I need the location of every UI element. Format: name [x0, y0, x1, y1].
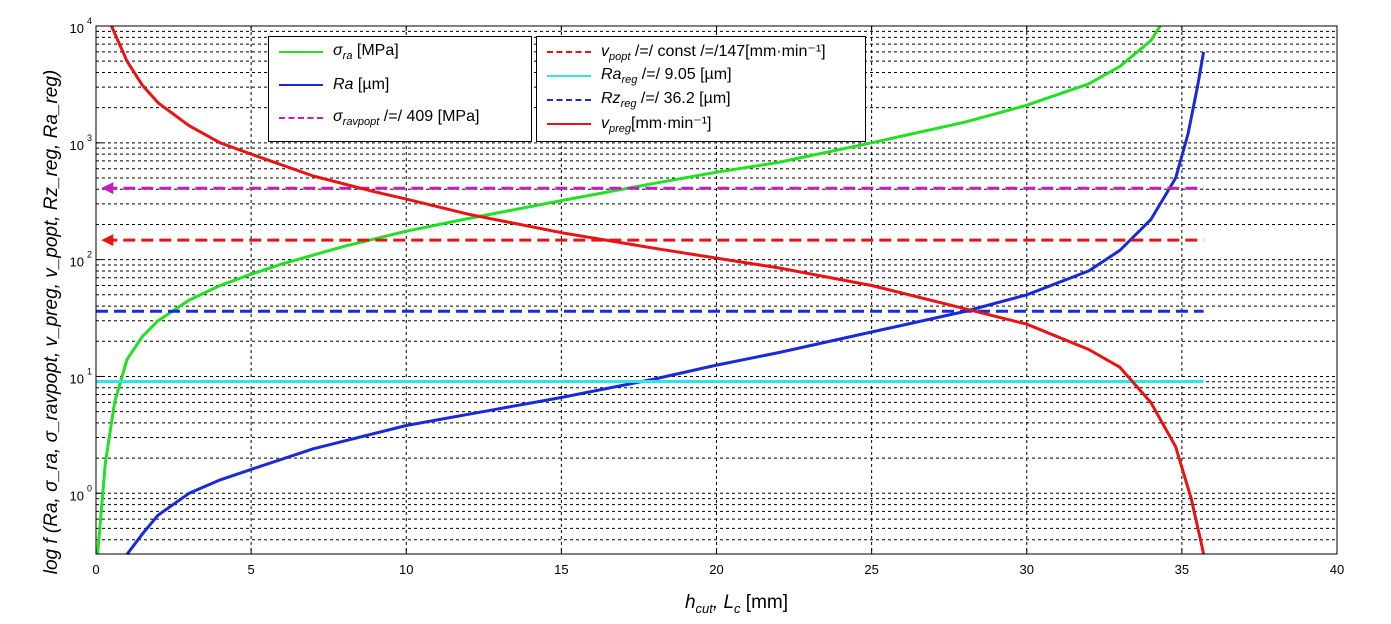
legend-entry: Rareg /=/ 9.05 [µm] [537, 65, 732, 87]
x-tick-label: 30 [1020, 562, 1034, 577]
y-tick-exponent: 2 [87, 250, 92, 260]
series-line-0 [96, 25, 1162, 555]
legend-label: Rareg /=/ 9.05 [µm] [601, 66, 732, 86]
legend-text: /=/ 36.2 [µm] [636, 89, 731, 107]
legend-label: vpopt /=/ const /=/147[mm·min⁻¹] [601, 41, 826, 63]
legend-entry: vpreg[mm·min⁻¹] [537, 113, 711, 135]
y-tick-exponent: 1 [87, 366, 92, 376]
x-tick-label: 35 [1175, 562, 1189, 577]
y-tick-exponent: 3 [87, 133, 92, 143]
legend-subscript: preg [609, 123, 632, 136]
legend-entry: σra [MPa] [269, 41, 399, 63]
legend-right: vpopt /=/ const /=/147[mm·min⁻¹] Rareg /=… [536, 36, 866, 142]
x-axis-symbol-h: h [684, 592, 696, 613]
legend-symbol: v [601, 42, 609, 60]
legend-text: [MPa] [352, 41, 399, 59]
x-tick-label: 40 [1330, 562, 1344, 577]
legend-left: σra [MPa] Ra [µm] σravpopt /=/ 409 [MPa] [268, 36, 532, 142]
legend-text: /=/ 9.05 [µm] [637, 65, 732, 83]
x-axis-symbol-l: , L [712, 592, 735, 613]
x-tick-label: 5 [248, 562, 255, 577]
legend-subscript: ravpopt [342, 116, 380, 129]
legend-entry: Rzreg /=/ 36.2 [µm] [537, 89, 731, 111]
legend-label: Rzreg /=/ 36.2 [µm] [601, 90, 731, 110]
legend-subscript: reg [620, 98, 637, 111]
series-line-6 [110, 25, 1206, 555]
legend-label: σra [MPa] [333, 42, 399, 62]
legend-label: Ra [µm] [333, 76, 389, 94]
x-axis-label: hcut, Lc [mm] [0, 592, 1391, 616]
y-tick-label: 10 [70, 138, 84, 153]
legend-text: /=/ const /=/147[mm·min⁻¹] [630, 42, 826, 60]
y-tick-label: 10 [70, 371, 84, 386]
y-axis-label: log f (Ra, σ_ra, σ_ravpopt, v_preg, v_po… [41, 69, 62, 575]
legend-text: /=/ 409 [MPa] [379, 107, 480, 125]
legend-entry: Ra [µm] [269, 74, 389, 96]
legend-swatch [547, 99, 591, 101]
x-axis-sub-c: c [734, 600, 741, 616]
legend-text: [mm·min⁻¹] [631, 114, 712, 132]
legend-symbol: v [601, 114, 609, 132]
x-tick-label: 0 [92, 562, 99, 577]
legend-subscript: reg [621, 74, 638, 87]
series-line-1 [125, 51, 1206, 556]
legend-swatch [279, 117, 323, 119]
y-tick-label: 10 [70, 255, 84, 270]
legend-label: σravpopt /=/ 409 [MPa] [333, 108, 479, 128]
legend-entry: vpopt /=/ const /=/147[mm·min⁻¹] [537, 41, 826, 63]
x-tick-label: 25 [864, 562, 878, 577]
legend-swatch [547, 75, 591, 77]
legend-swatch [279, 51, 323, 53]
y-tick-label: 10 [70, 21, 84, 36]
legend-symbol: Ra [601, 65, 622, 83]
y-tick-exponent: 4 [87, 16, 92, 26]
legend-text: [µm] [353, 76, 390, 93]
legend-entry: σravpopt /=/ 409 [MPa] [269, 107, 479, 129]
series-layer [96, 25, 1206, 556]
x-axis-ticks: 0 5 10 15 20 25 30 35 40 [92, 26, 1344, 577]
legend-swatch [547, 51, 591, 53]
y-tick-exponent: 0 [87, 483, 92, 493]
x-tick-label: 20 [709, 562, 723, 577]
legend-symbol: Rz [601, 89, 621, 107]
legend-swatch [547, 123, 591, 125]
legend-swatch [279, 84, 323, 86]
series-arrowhead-3 [101, 234, 114, 247]
y-tick-label: 10 [70, 488, 84, 503]
x-axis-sub-cut: cut [695, 600, 713, 616]
legend-subscript: ra [342, 50, 353, 63]
x-tick-label: 15 [554, 562, 568, 577]
legend-label: vpreg[mm·min⁻¹] [601, 113, 711, 135]
legend-subscript: popt [609, 51, 631, 64]
x-axis-unit: [mm] [740, 592, 789, 613]
series-arrowhead-2 [101, 182, 114, 195]
legend-symbol: σ [333, 41, 343, 59]
x-tick-label: 10 [399, 562, 413, 577]
legend-symbol: Ra [333, 76, 354, 93]
legend-symbol: σ [333, 107, 343, 125]
